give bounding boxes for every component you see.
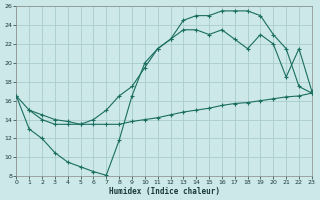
X-axis label: Humidex (Indice chaleur): Humidex (Indice chaleur): [108, 187, 220, 196]
